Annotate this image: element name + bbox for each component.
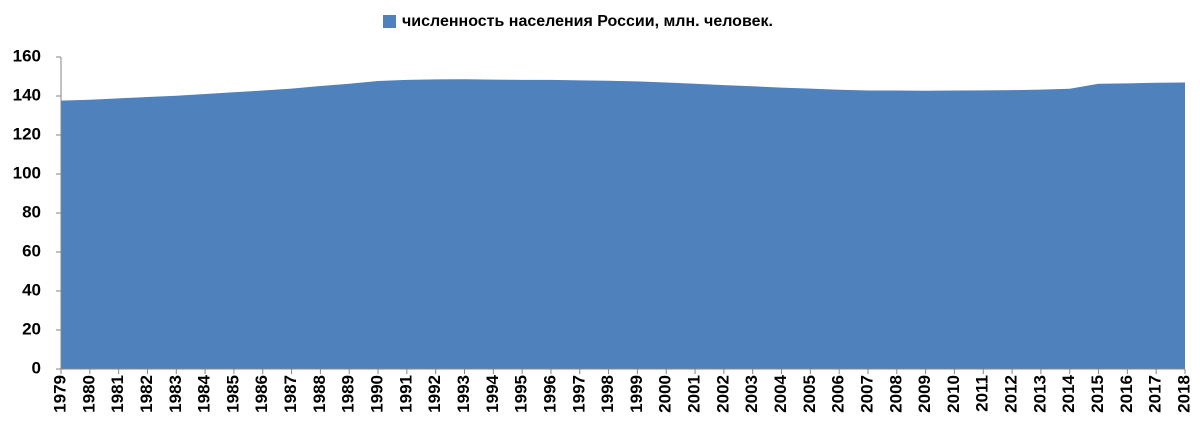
- x-tick-label: 2000: [656, 375, 675, 413]
- x-tick-label: 1995: [512, 375, 531, 413]
- x-tick-label: 1998: [598, 375, 617, 413]
- x-tick-label: 2001: [685, 375, 704, 413]
- x-tick-label: 2008: [886, 375, 905, 413]
- x-tick-label: 2002: [713, 375, 732, 413]
- x-tick-label: 1985: [223, 375, 242, 413]
- y-tick-label: 60: [22, 241, 41, 260]
- x-tick-label: 2016: [1117, 375, 1136, 413]
- x-tick-label: 1989: [339, 375, 358, 413]
- x-tick-label: 2005: [800, 375, 819, 413]
- area: [61, 79, 1185, 369]
- x-tick-label: 2003: [742, 375, 761, 413]
- x-tick-label: 1986: [252, 375, 271, 413]
- x-tick-label: 1990: [368, 375, 387, 413]
- legend-swatch: [383, 15, 396, 28]
- x-tick-label: 1997: [569, 375, 588, 413]
- x-tick-label: 2007: [857, 375, 876, 413]
- x-tick-label: 2006: [829, 375, 848, 413]
- x-tick-label: 1991: [396, 375, 415, 413]
- legend-label: численность населения России, млн. челов…: [402, 13, 773, 30]
- x-tick-label: 1984: [195, 374, 214, 412]
- x-tick-label: 1987: [281, 375, 300, 413]
- y-tick-label: 140: [13, 85, 41, 104]
- x-tick-label: 1992: [425, 375, 444, 413]
- x-tick-label: 2004: [771, 374, 790, 412]
- x-tick-label: 1993: [454, 375, 473, 413]
- x-tick-label: 2012: [1002, 375, 1021, 413]
- x-tick-label: 2011: [973, 375, 992, 412]
- x-tick-label: 1999: [627, 375, 646, 413]
- x-tick-label: 1994: [483, 374, 502, 412]
- x-tick-label: 1982: [137, 375, 156, 413]
- x-tick-label: 2017: [1146, 375, 1165, 413]
- x-tick-label: 1979: [50, 375, 69, 413]
- x-tick-label: 2010: [944, 375, 963, 413]
- x-tick-label: 1983: [166, 375, 185, 413]
- y-tick-label: 40: [22, 280, 41, 299]
- x-tick-label: 1988: [310, 375, 329, 413]
- y-tick-label: 80: [22, 202, 41, 221]
- x-tick-label: 2015: [1088, 375, 1107, 413]
- y-tick-label: 100: [13, 163, 41, 182]
- y-tick-label: 120: [13, 124, 41, 143]
- x-tick-label: 1981: [108, 375, 127, 413]
- x-tick-label: 1996: [540, 375, 559, 413]
- x-tick-label: 2009: [915, 375, 934, 413]
- y-tick-label: 160: [13, 46, 41, 65]
- x-tick-label: 2013: [1030, 375, 1049, 413]
- x-tick-label: 1980: [79, 375, 98, 413]
- x-tick-label: 2014: [1059, 374, 1078, 412]
- x-tick-label: 2018: [1174, 375, 1193, 413]
- y-tick-label: 0: [32, 358, 41, 377]
- y-tick-label: 20: [22, 319, 41, 338]
